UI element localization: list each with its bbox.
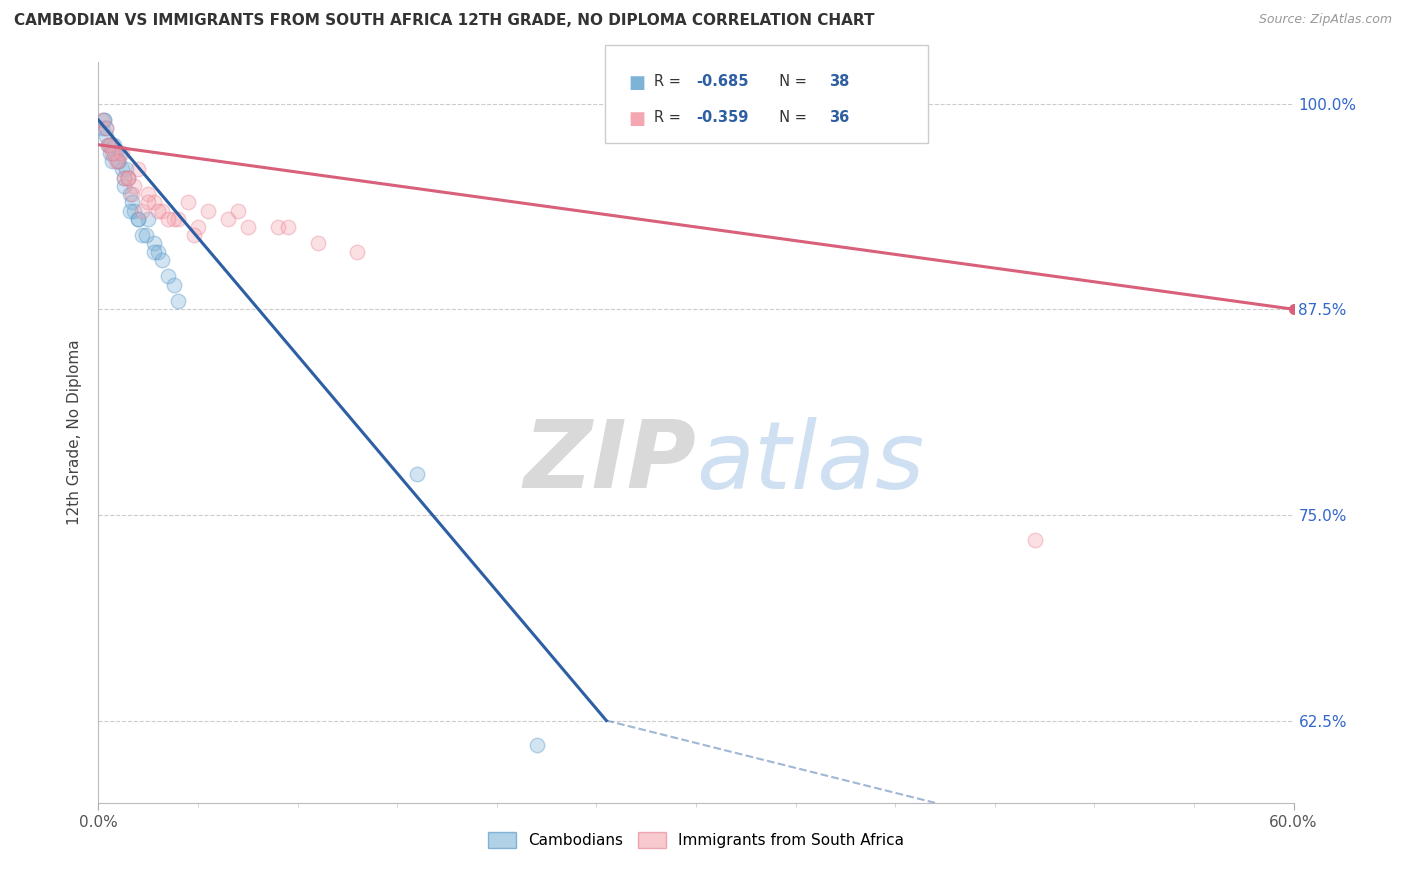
- Text: ZIP: ZIP: [523, 417, 696, 508]
- Point: [167, 293, 190, 308]
- Point: [101, 145, 124, 160]
- Point: [120, 203, 142, 218]
- Point: [107, 154, 129, 169]
- Point: [120, 187, 142, 202]
- Y-axis label: 12th Grade, No Diploma: 12th Grade, No Diploma: [67, 340, 83, 525]
- Point: [103, 145, 125, 160]
- Point: [157, 269, 180, 284]
- Point: [277, 219, 299, 234]
- Point: [112, 170, 135, 185]
- Point: [91, 121, 114, 136]
- Point: [167, 211, 190, 226]
- Point: [197, 203, 219, 218]
- Point: [131, 228, 153, 243]
- Text: N =: N =: [770, 74, 813, 89]
- Point: [117, 170, 139, 185]
- Point: [131, 203, 153, 218]
- Point: [406, 467, 429, 481]
- Point: [127, 211, 149, 226]
- Text: ■: ■: [628, 110, 645, 128]
- Point: [93, 113, 115, 128]
- Point: [127, 211, 149, 226]
- Point: [136, 187, 159, 202]
- Point: [96, 129, 118, 144]
- Point: [98, 137, 122, 152]
- Point: [1024, 533, 1046, 547]
- Text: ■: ■: [628, 74, 645, 92]
- Point: [183, 228, 205, 243]
- Point: [143, 195, 166, 210]
- Text: Source: ZipAtlas.com: Source: ZipAtlas.com: [1258, 13, 1392, 27]
- Text: 36: 36: [830, 110, 849, 125]
- Point: [187, 219, 209, 234]
- Point: [267, 219, 290, 234]
- Legend: Cambodians, Immigrants from South Africa: Cambodians, Immigrants from South Africa: [482, 826, 910, 855]
- Point: [112, 178, 135, 193]
- Point: [97, 137, 120, 152]
- Point: [163, 211, 186, 226]
- Point: [103, 145, 125, 160]
- Point: [117, 170, 139, 185]
- Text: N =: N =: [770, 110, 813, 125]
- Point: [177, 195, 200, 210]
- Point: [103, 137, 125, 152]
- Point: [163, 277, 186, 292]
- Point: [111, 162, 134, 177]
- Point: [96, 121, 118, 136]
- Point: [136, 195, 159, 210]
- Point: [93, 113, 115, 128]
- Point: [112, 170, 135, 185]
- Point: [143, 244, 166, 259]
- Point: [121, 187, 143, 202]
- Point: [150, 252, 173, 267]
- Point: [98, 145, 122, 160]
- Point: [115, 162, 138, 177]
- Point: [526, 738, 548, 752]
- Text: R =: R =: [654, 74, 685, 89]
- Point: [107, 154, 129, 169]
- Point: [127, 162, 149, 177]
- Point: [124, 203, 146, 218]
- Point: [148, 244, 170, 259]
- Text: atlas: atlas: [696, 417, 924, 508]
- Text: 38: 38: [830, 74, 849, 89]
- Text: -0.359: -0.359: [696, 110, 748, 125]
- Point: [96, 121, 118, 136]
- Text: CAMBODIAN VS IMMIGRANTS FROM SOUTH AFRICA 12TH GRADE, NO DIPLOMA CORRELATION CHA: CAMBODIAN VS IMMIGRANTS FROM SOUTH AFRIC…: [14, 13, 875, 29]
- Point: [136, 211, 159, 226]
- Point: [117, 170, 139, 185]
- Point: [135, 228, 157, 243]
- Point: [307, 236, 329, 251]
- Point: [121, 195, 143, 210]
- Point: [157, 211, 180, 226]
- Point: [143, 236, 166, 251]
- Point: [101, 154, 124, 169]
- Point: [124, 178, 146, 193]
- Point: [97, 137, 120, 152]
- Point: [150, 203, 173, 218]
- Point: [236, 219, 259, 234]
- Point: [111, 145, 134, 160]
- Point: [107, 154, 129, 169]
- Point: [148, 203, 170, 218]
- Point: [110, 145, 132, 160]
- Point: [346, 244, 368, 259]
- Text: R =: R =: [654, 110, 685, 125]
- Point: [226, 203, 249, 218]
- Point: [105, 145, 128, 160]
- Text: -0.685: -0.685: [696, 74, 748, 89]
- Point: [105, 154, 128, 169]
- Point: [91, 113, 114, 128]
- Point: [217, 211, 239, 226]
- Point: [98, 137, 122, 152]
